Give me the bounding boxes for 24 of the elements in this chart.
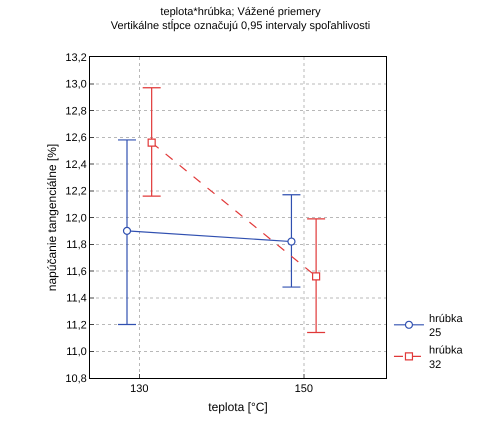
x-axis-title: teplota [°C] [208,400,268,414]
y-tick-label: 12,2 [65,186,87,198]
y-tick-label: 12,0 [65,212,87,224]
chart-title: teplota*hrúbka; Vážené priemery [160,6,322,18]
point [312,272,320,280]
y-tick-label: 13,0 [65,78,87,91]
x-tick-label: 150 [294,383,313,396]
y-tick-label: 12,4 [65,158,87,171]
x-tick-label: 130 [130,383,149,396]
point [287,237,296,246]
y-tick-label: 12,6 [65,132,87,144]
y-tick-label: 13,2 [65,52,87,64]
y-tick-label: 10,8 [65,372,87,385]
y-tick-label: 11,6 [66,266,87,278]
legend-label: hrúbka 32 [428,344,464,371]
y-tick-label: 11,4 [66,292,87,305]
point [148,138,156,147]
y-tick-label: 11,2 [66,319,87,332]
chart-subtitle: Vertikálne stĺpce označujú 0,95 intervaly spoľahlivosti [110,19,370,32]
y-axis-title: napúčanie tangenciálne [%] [45,144,59,292]
y-tick-label: 12,8 [65,105,87,118]
y-tick-label: 11,0 [66,346,87,358]
y-tick-label: 11,8 [66,239,87,252]
point [122,226,132,235]
